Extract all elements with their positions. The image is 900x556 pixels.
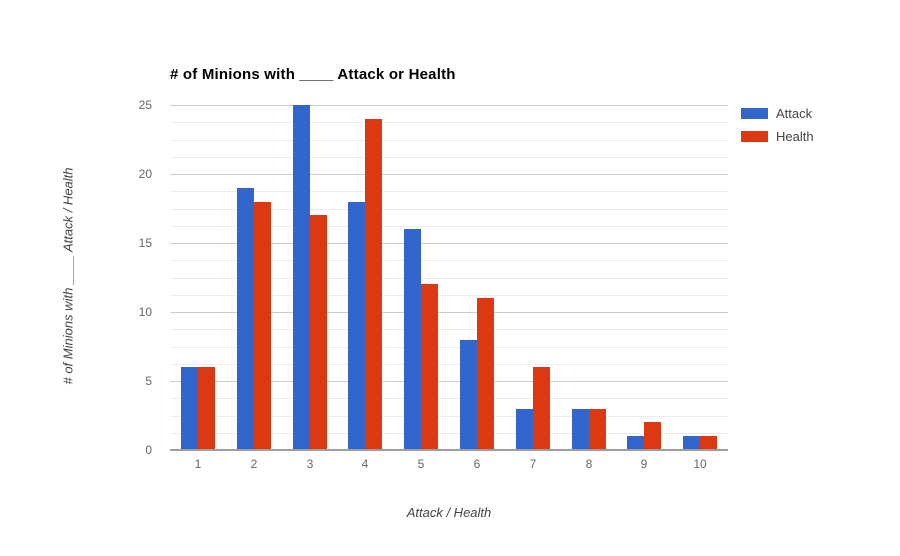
chart-title: # of Minions with ____ Attack or Health (170, 66, 456, 83)
bar-attack-9[interactable] (627, 436, 644, 450)
minor-gridline (170, 191, 728, 193)
bar-attack-1[interactable] (181, 367, 198, 450)
minor-gridline (170, 122, 728, 124)
x-tick-label-8: 8 (585, 457, 593, 471)
x-tick-label-6: 6 (473, 457, 481, 471)
minor-gridline (170, 225, 728, 227)
bar-attack-7[interactable] (516, 409, 533, 450)
y-tick-label-5: 5 (145, 374, 152, 388)
bar-health-1[interactable] (198, 367, 215, 450)
bar-health-8[interactable] (589, 409, 606, 450)
minor-gridline (170, 139, 728, 141)
x-axis-title: Attack / Health (406, 505, 492, 520)
minor-gridline (170, 156, 728, 158)
x-tick-label-1: 1 (194, 457, 202, 471)
major-gridline-25 (170, 105, 728, 106)
x-tick-label-7: 7 (529, 457, 537, 471)
x-tick-label-9: 9 (640, 457, 648, 471)
x-tick-label-10: 10 (693, 457, 707, 471)
y-tick-label-20: 20 (138, 167, 152, 181)
minor-gridline (170, 208, 728, 210)
legend: Attack Health (741, 106, 814, 152)
bar-attack-3[interactable] (293, 105, 310, 450)
minor-gridline (170, 294, 728, 296)
x-tick-label-2: 2 (250, 457, 258, 471)
major-gridline-5 (170, 381, 728, 382)
legend-label-attack: Attack (776, 106, 813, 121)
bar-health-6[interactable] (477, 298, 494, 450)
x-tick-label-4: 4 (361, 457, 369, 471)
bar-health-2[interactable] (254, 202, 271, 450)
bar-attack-4[interactable] (348, 202, 365, 450)
x-tick-label-3: 3 (306, 457, 314, 471)
bar-health-4[interactable] (365, 119, 382, 450)
bar-health-9[interactable] (644, 422, 661, 450)
minor-gridline (170, 415, 728, 417)
y-tick-label-0: 0 (145, 443, 152, 457)
y-axis-title: # of Minions with ____ Attack / Health (60, 167, 76, 385)
bar-attack-5[interactable] (404, 229, 421, 450)
y-tick-label-10: 10 (138, 305, 152, 319)
x-axis-line (170, 449, 728, 451)
minor-gridline (170, 277, 728, 279)
x-tick-label-5: 5 (417, 457, 425, 471)
legend-label-health: Health (776, 129, 814, 144)
legend-item-attack[interactable]: Attack (741, 106, 814, 121)
bar-attack-10[interactable] (683, 436, 700, 450)
bar-attack-8[interactable] (572, 409, 589, 450)
minor-gridline (170, 432, 728, 434)
y-tick-label-15: 15 (138, 236, 152, 250)
y-tick-label-25: 25 (138, 98, 152, 112)
minor-gridline (170, 260, 728, 262)
bar-attack-2[interactable] (237, 188, 254, 450)
minor-gridline (170, 346, 728, 348)
minor-gridline (170, 363, 728, 365)
legend-item-health[interactable]: Health (741, 129, 814, 144)
minor-gridline (170, 398, 728, 400)
minor-gridline (170, 329, 728, 331)
bar-health-5[interactable] (421, 284, 438, 450)
major-gridline-10 (170, 312, 728, 313)
bar-health-3[interactable] (310, 215, 327, 450)
health-swatch-icon (741, 131, 768, 142)
plot-area (170, 105, 728, 451)
major-gridline-15 (170, 243, 728, 244)
attack-swatch-icon (741, 108, 768, 119)
bar-health-10[interactable] (700, 436, 717, 450)
bar-attack-6[interactable] (460, 340, 477, 450)
bar-health-7[interactable] (533, 367, 550, 450)
major-gridline-20 (170, 174, 728, 175)
